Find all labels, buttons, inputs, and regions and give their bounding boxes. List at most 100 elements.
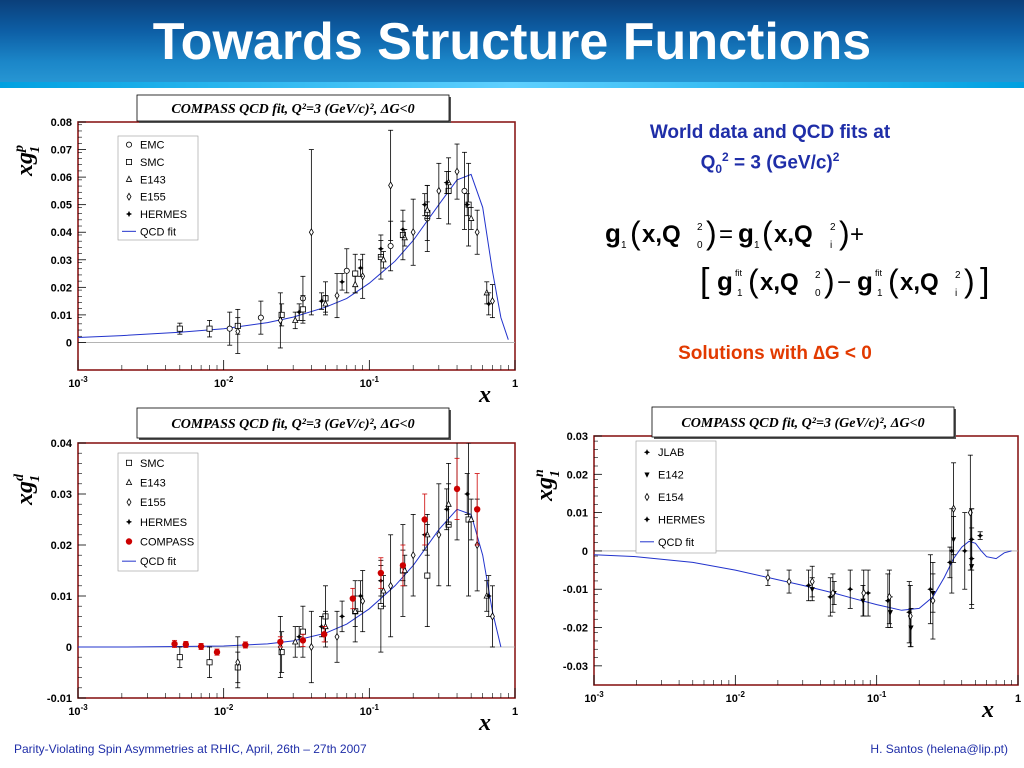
formula-xq-4: x,Q [900,269,939,296]
y-tick-label: 0.03 [51,489,72,501]
qcd-fit-curve [78,508,502,648]
x-tick-label: 1 [512,378,518,390]
data-point [338,613,346,620]
title-box [651,406,955,438]
solutions-caption: Solutions with ∆G < 0 [678,343,872,364]
data-point [401,566,408,574]
data-point [377,245,384,252]
data-point [299,306,306,313]
x-axis-label: x [478,710,491,736]
data-point [453,485,461,493]
x-tick-label: 10-1 [360,375,380,390]
data-point [930,596,936,605]
data-point [296,633,303,640]
data-point [322,299,329,307]
formula-sub-1b: 1 [754,240,760,251]
y-tick-label: 0.06 [51,172,72,184]
qcd-fit-curve [594,540,1012,611]
chart-title: COMPASS QCD fit, Q²=3 (GeV/c)², ΔG<0 [681,416,924,431]
data-point [436,186,442,196]
formula-paren-close-3: ) [824,263,835,299]
data-point [334,632,340,641]
data-point [277,638,284,646]
legend-box [117,135,199,241]
legend-label: E155 [140,192,166,204]
y-tick-label: 0.04 [51,438,73,450]
data-point [827,593,834,600]
data-point [308,228,314,237]
chart-title: COMPASS QCD fit, Q²=3 (GeV/c)², ΔG<0 [171,417,414,432]
x-tick-label: 10-3 [68,703,88,718]
data-point [410,551,416,560]
plot-area [594,454,1012,648]
chart-svg: COMPASS QCD fit, Q²=3 (GeV/c)², ΔG<0 -0.0… [12,407,518,736]
legend-label: EMC [140,140,165,152]
legend-label: QCD fit [140,556,176,568]
y-tick-label: 0 [66,642,72,654]
data-point [125,478,133,485]
data-point [906,609,913,616]
data-point [436,530,442,539]
data-point [126,192,132,201]
caption-rest: = 3 (GeV/c) [728,152,833,174]
y-axis-label: xgp1 [12,145,43,177]
data-point [424,206,431,213]
x-axis-label: x [478,382,491,408]
y-tick-label: -0.02 [563,623,588,635]
data-point [445,500,452,507]
data-point [257,314,264,321]
data-point [334,291,340,300]
data-point [473,506,481,513]
data-point [242,641,249,649]
formula-plus: + [850,221,864,248]
y-tick-label: 0.01 [567,508,588,520]
formula-sup-2b: 2 [830,222,836,233]
data-point [483,288,491,296]
formula-xq: x,Q [642,221,681,248]
formula-bracket-open: [ [700,262,710,300]
data-point [388,181,394,190]
y-tick-label: 0.03 [567,431,588,443]
formula-paren-open: ( [630,215,641,251]
y-tick-label: 0.01 [51,591,72,603]
page-title: Towards Structure Functions [152,13,872,71]
data-point [349,595,356,602]
data-point [125,518,133,525]
legend-label: HERMES [658,514,705,526]
data-point [126,159,133,166]
x-tick-label: 1 [1015,693,1021,705]
data-point [318,298,325,305]
legend-label: E142 [658,470,684,482]
data-point [351,280,359,288]
chart-title: COMPASS QCD fit, Q²=3 (GeV/c)², ΔG<0 [171,102,414,117]
data-point [352,270,359,277]
data-point [644,492,650,502]
title-box [136,407,450,439]
world-data-caption: World data and QCD fits at Q02 = 3 (GeV/… [590,120,950,182]
formula-paren-close: ) [706,215,717,251]
data-point [830,588,836,598]
data-point [948,547,955,555]
legend-label: E155 [140,497,166,509]
data-point [380,255,387,263]
formula-xq-3: x,Q [760,269,799,296]
data-point [176,654,183,661]
y-tick-label: -0.03 [563,661,588,673]
formula-xq-2: x,Q [774,221,813,248]
x-tick-label: 10-3 [584,690,604,705]
data-point [388,581,394,590]
data-point [235,658,241,667]
formula-g: g [605,218,621,248]
data-point [424,572,431,579]
data-point [765,573,771,582]
data-point [421,516,428,523]
formula-minus: − [837,269,851,296]
data-point [338,278,346,285]
qcd-fit-curve [78,173,509,340]
data-point [206,659,213,666]
title-bar [0,0,1024,88]
data-point [296,309,303,316]
data-point [865,589,872,597]
y-tick-label: 0.04 [51,227,73,239]
data-point [321,631,328,638]
